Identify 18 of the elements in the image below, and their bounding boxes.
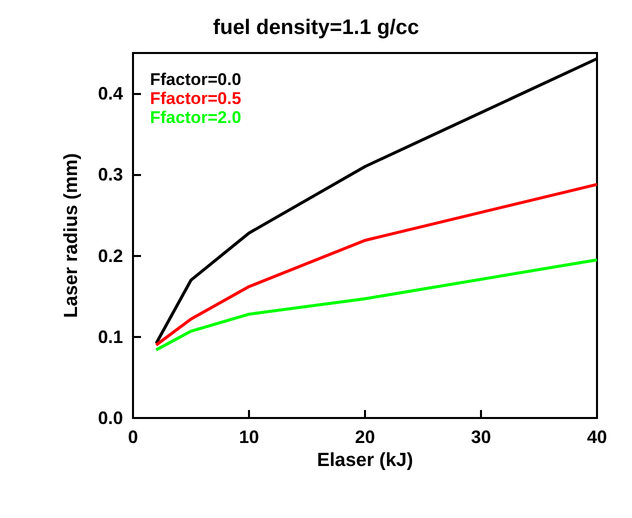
text: Ffactor=0.5 xyxy=(150,89,242,108)
x-tick-label: 20 xyxy=(354,427,376,447)
text: Ffactor=2.0 xyxy=(150,108,242,127)
y-tick-label: 0.2 xyxy=(98,246,123,266)
x-tick-label: 40 xyxy=(586,427,608,447)
x-tick-label: 30 xyxy=(470,427,492,447)
y-tick-label: 0.0 xyxy=(98,408,123,428)
x-tick-label: 0 xyxy=(128,427,138,447)
x-tick-label: 10 xyxy=(238,427,260,447)
chart-title: fuel density=1.1 g/cc xyxy=(212,16,420,39)
y-tick-label: 0.1 xyxy=(98,326,123,347)
line-series xyxy=(154,182,598,346)
y-tick-label: 0.4 xyxy=(98,84,123,104)
y-axis-title: Laser radius (mm) xyxy=(61,153,82,318)
x-axis-title: Elaser (kJ) xyxy=(316,450,414,471)
text: Ffactor=0.0 xyxy=(150,70,242,89)
line-series xyxy=(154,258,598,352)
y-tick-label: 0.3 xyxy=(98,164,123,185)
